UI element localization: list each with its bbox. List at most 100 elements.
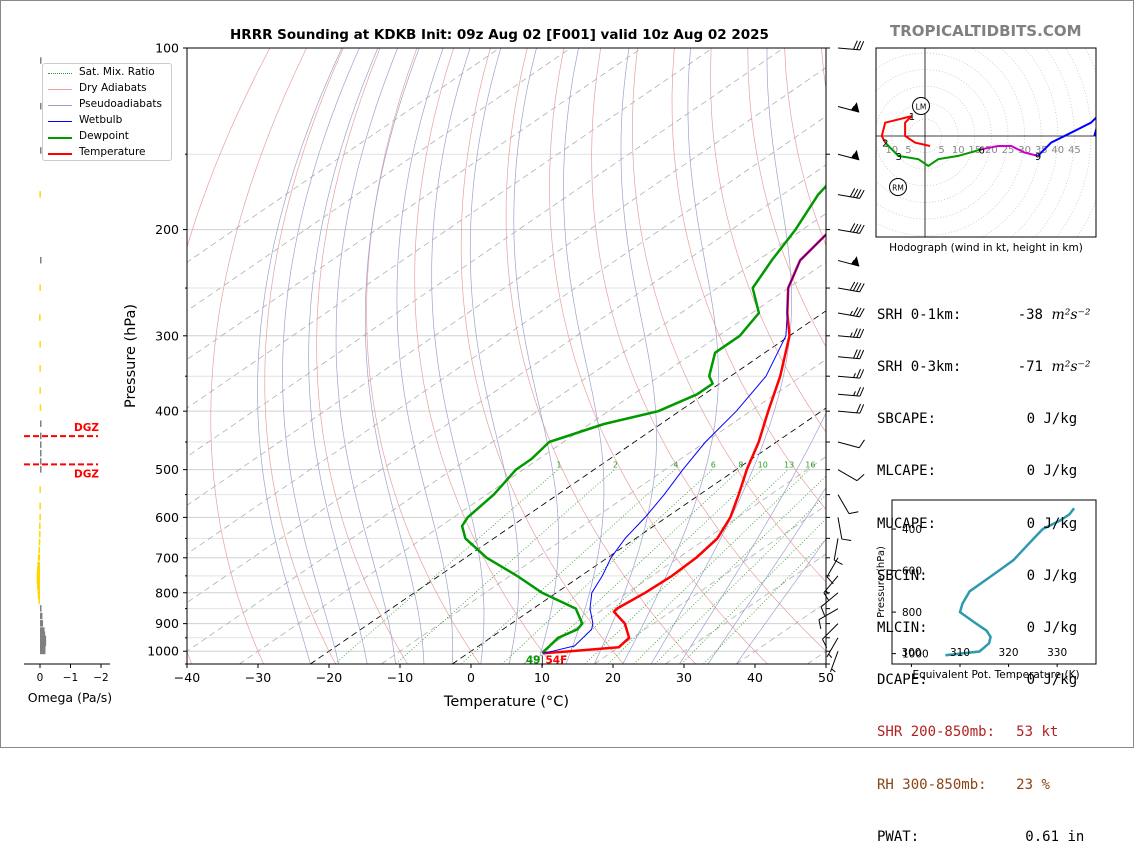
omega-bar bbox=[39, 539, 41, 546]
barb-full bbox=[857, 473, 864, 482]
legend-swatch-temperature bbox=[48, 153, 72, 155]
dgz-bottom-label: DGZ bbox=[74, 468, 99, 480]
x-tick-label: 40 bbox=[747, 670, 763, 685]
mixing-ratio-label: 1 bbox=[556, 461, 561, 470]
wind-barb bbox=[838, 516, 851, 542]
legend-label: Sat. Mix. Ratio bbox=[79, 66, 155, 78]
mixing-ratio-label: 10 bbox=[758, 461, 768, 470]
omega-bar bbox=[40, 57, 42, 64]
wind-barb bbox=[838, 39, 864, 50]
omega-bar bbox=[39, 285, 41, 292]
hodo-ring-label: 45 bbox=[1068, 145, 1081, 156]
omega-bar bbox=[40, 458, 42, 465]
barb-full bbox=[860, 329, 864, 338]
legend-swatch-dry-adiabats bbox=[48, 89, 72, 90]
omega-bar bbox=[40, 441, 42, 448]
wind-barbs bbox=[816, 39, 864, 673]
omega-tick-label: −2 bbox=[93, 672, 108, 684]
barb-full bbox=[826, 577, 835, 584]
mixing-ratio-line bbox=[335, 470, 558, 664]
omega-bar bbox=[40, 420, 42, 427]
stat-rh: RH 300-850mb:23 % bbox=[877, 777, 1091, 794]
lm-label: LM bbox=[916, 103, 927, 112]
barb-full bbox=[854, 40, 858, 49]
hodo-ring-label: 5 bbox=[938, 145, 944, 156]
mixing-ratio-line bbox=[556, 470, 762, 664]
barb-staff bbox=[838, 442, 859, 448]
stat-unit: J/kg bbox=[1043, 672, 1077, 688]
barb-staff bbox=[838, 517, 842, 539]
omega-bar bbox=[39, 486, 41, 493]
stats-panel: SRH 0-1km:-38 m²s⁻² SRH 0-3km:-71 m²s⁻² … bbox=[877, 272, 1091, 864]
mixing-ratio-label: 4 bbox=[673, 461, 678, 470]
stat-value: 0.61 bbox=[1003, 829, 1059, 846]
omega-bar bbox=[39, 365, 41, 372]
omega-bar bbox=[39, 522, 41, 529]
omega-bar bbox=[40, 620, 43, 627]
pseudoadiabat bbox=[514, 48, 559, 664]
wind-barb bbox=[838, 221, 864, 234]
stat-value: 0 bbox=[1003, 620, 1035, 637]
stat-mlcin: MLCIN:0 J/kg bbox=[877, 620, 1091, 637]
stat-srh-0-1km: SRH 0-1km:-38 m²s⁻² bbox=[877, 307, 1091, 324]
legend-item-wetbulb: Wetbulb bbox=[43, 114, 171, 130]
omega-bar bbox=[37, 562, 40, 569]
x-axis-label: Temperature (°C) bbox=[443, 694, 569, 710]
wind-barb bbox=[838, 462, 864, 482]
omega-bar bbox=[40, 433, 42, 440]
wind-barb bbox=[838, 348, 864, 359]
stat-label: DCAPE: bbox=[877, 672, 1003, 689]
stat-unit: % bbox=[1041, 777, 1049, 793]
omega-bar bbox=[38, 547, 40, 554]
stat-value: 0 bbox=[1003, 411, 1035, 428]
legend-label: Dewpoint bbox=[79, 130, 129, 142]
omega-bar bbox=[40, 605, 42, 612]
x-tick-label: −40 bbox=[174, 670, 200, 685]
hodo-caption: Hodograph (wind in kt, height in km) bbox=[889, 242, 1083, 254]
stat-value: 0 bbox=[1003, 516, 1035, 533]
barb-full bbox=[859, 439, 864, 448]
stat-value: 0 bbox=[1003, 568, 1035, 585]
stat-unit: J/kg bbox=[1043, 620, 1077, 636]
barb-full bbox=[857, 387, 861, 396]
barb-staff bbox=[830, 651, 838, 672]
pseudoadiabat bbox=[564, 48, 604, 664]
barb-half bbox=[854, 373, 856, 378]
y-tick-label: 900 bbox=[155, 616, 179, 631]
barb-half bbox=[850, 332, 852, 337]
stat-value: 0 bbox=[1003, 672, 1035, 689]
barb-full bbox=[842, 537, 851, 542]
barb-full bbox=[857, 328, 861, 337]
barb-full bbox=[849, 509, 858, 516]
barb-half bbox=[828, 654, 833, 658]
stat-label: MLCIN: bbox=[877, 620, 1003, 637]
legend-item-temperature: Temperature bbox=[43, 146, 171, 162]
wind-barb bbox=[838, 385, 864, 396]
barb-full bbox=[820, 639, 828, 647]
hodo-height-label: 2 bbox=[882, 139, 888, 150]
stat-label: SHR 200-850mb: bbox=[877, 724, 1003, 741]
stat-unit: kt bbox=[1041, 724, 1058, 740]
y-tick-label: 400 bbox=[155, 404, 179, 419]
x-tick-label: 30 bbox=[676, 670, 692, 685]
wind-barb bbox=[838, 490, 858, 516]
wind-barb bbox=[838, 279, 864, 292]
barb-staff bbox=[838, 495, 849, 514]
barb-staff bbox=[838, 470, 857, 481]
stat-unit: m²s⁻² bbox=[1051, 307, 1090, 323]
omega-bar bbox=[39, 514, 41, 521]
x-tick-label: −20 bbox=[316, 670, 342, 685]
wind-barb bbox=[834, 538, 847, 564]
legend: Sat. Mix. Ratio Dry Adiabats Pseudoadiab… bbox=[42, 63, 172, 161]
legend-item-sat-mix-ratio: Sat. Mix. Ratio bbox=[43, 66, 171, 82]
omega-bar bbox=[40, 257, 42, 264]
y-tick-label: 600 bbox=[155, 510, 179, 525]
stat-unit: J/kg bbox=[1043, 516, 1077, 532]
legend-swatch-dewpoint bbox=[48, 137, 72, 139]
x-tick-label: 0 bbox=[467, 670, 475, 685]
wind-barb bbox=[816, 609, 842, 629]
stat-value: -71 bbox=[1003, 359, 1043, 376]
stat-label: SRH 0-1km: bbox=[877, 307, 1003, 324]
hodo-height-label: 3 bbox=[895, 152, 901, 163]
wind-barb bbox=[838, 402, 864, 413]
